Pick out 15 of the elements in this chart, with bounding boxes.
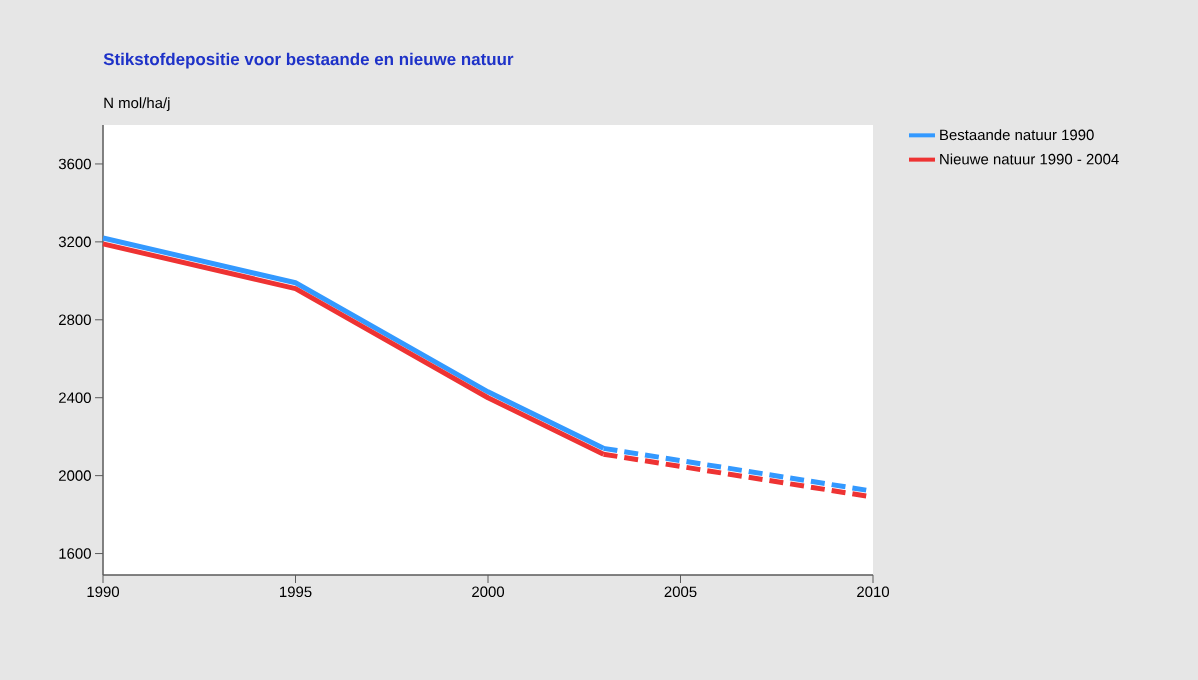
y-tick-label: 1600 (59, 548, 91, 559)
x-tick-label: 2000 (472, 586, 505, 598)
x-tick-label: 1990 (87, 586, 120, 598)
x-tick-label: 1995 (280, 586, 312, 598)
legend-label: Bestaande natuur 1990 (940, 129, 1094, 141)
x-tick-label: 2010 (857, 586, 890, 598)
y-tick-label: 2400 (59, 392, 91, 403)
x-tick-label: 2005 (664, 586, 697, 598)
chart-title: Stikstofdepositie voor bestaande en nieuwe natuur (103, 52, 514, 69)
y-axis-title: N mol/ha/j (104, 97, 170, 112)
y-tick-label: 3200 (58, 236, 91, 248)
y-tick-label: 2800 (59, 314, 91, 326)
legend-label: Nieuwe natuur 1990 - 2004 (940, 153, 1119, 165)
y-tick-label: 2000 (59, 470, 91, 481)
y-tick-label: 3600 (58, 158, 91, 170)
